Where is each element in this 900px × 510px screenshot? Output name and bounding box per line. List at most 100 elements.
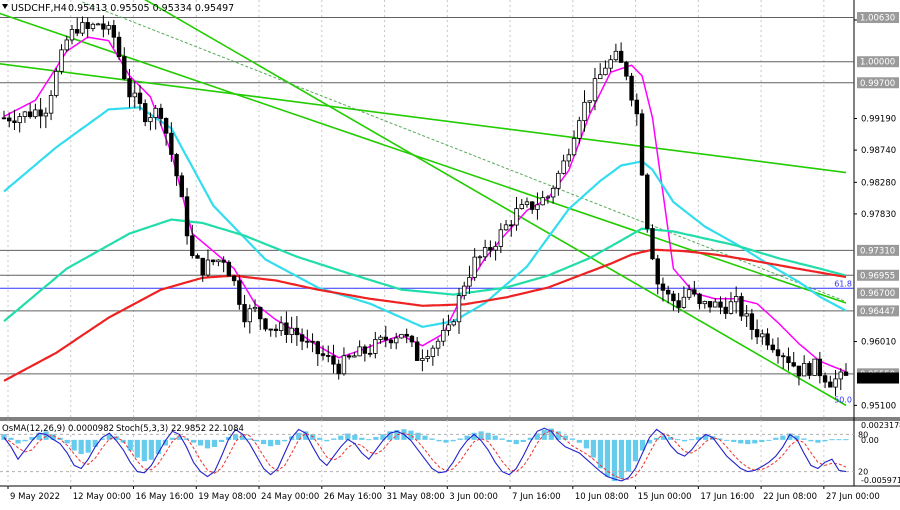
osma-bar	[513, 439, 519, 445]
osma-bar	[408, 430, 414, 440]
osma-bar	[204, 439, 211, 449]
stoch-main-line	[3, 427, 847, 482]
price-tick-label: 0.95100	[861, 401, 896, 411]
osma-bar	[218, 439, 225, 442]
osma-bar	[373, 437, 379, 440]
osma-bar	[99, 438, 105, 440]
candle-body	[216, 259, 221, 263]
level-box-label: 0.96700	[860, 289, 895, 299]
level-boxes-layer: 1.00630 1.00000 0.99700 0.97310 0.96955 0.967…	[857, 12, 899, 384]
stoch-axis-label: 20	[858, 468, 868, 477]
candle-body	[796, 365, 802, 377]
candle-body	[237, 280, 242, 305]
osma-bar	[576, 439, 582, 443]
level-box	[857, 77, 899, 89]
candle-body	[179, 175, 185, 198]
osma-bar	[675, 439, 681, 441]
candle-body	[477, 256, 483, 259]
candle-body	[169, 132, 174, 155]
osma-bar	[794, 435, 800, 440]
candle-body	[535, 204, 540, 210]
candle-body	[90, 23, 96, 29]
osma-bar	[611, 439, 618, 482]
candle-body	[671, 293, 676, 302]
collapse-triangle-icon[interactable]	[2, 4, 8, 9]
candle-body	[425, 356, 430, 359]
osma-bar	[345, 433, 351, 440]
candle-body	[252, 306, 258, 310]
osma-bar	[380, 434, 386, 440]
osma-bar	[450, 439, 456, 442]
candle-body	[456, 295, 462, 323]
candle-body	[414, 341, 420, 361]
candle-body	[38, 109, 43, 117]
osma-bar	[618, 439, 625, 479]
level-box-label: 1.00000	[860, 58, 895, 68]
time-tick-label: 15 Jun 00:00	[638, 492, 692, 502]
osma-bar	[15, 439, 21, 444]
osma-bar	[92, 439, 98, 447]
osma-bar	[352, 434, 358, 440]
candle-body	[59, 49, 64, 72]
candle-body	[807, 363, 812, 376]
candle-body	[676, 300, 681, 308]
osma-bar	[190, 439, 197, 443]
osma-bar	[394, 429, 400, 440]
candle-body	[650, 228, 655, 260]
osma-bar	[261, 439, 267, 445]
candle-body	[718, 301, 723, 308]
candle-body	[509, 224, 514, 227]
fib-labels-layer: 61.8 50.0	[834, 279, 852, 404]
osma-bar	[822, 439, 828, 442]
symbol-header: USDCHF,H4 0.95413 0.95505 0.95334 0.9549…	[2, 3, 234, 14]
osma-bar	[415, 432, 421, 440]
candle-body	[519, 204, 524, 209]
time-tick-label: 19 May 08:00	[198, 492, 256, 502]
candle-body	[64, 39, 69, 51]
osma-bar	[815, 439, 821, 443]
level-box	[857, 12, 899, 24]
candle-body	[744, 313, 749, 317]
osma-bar	[275, 439, 281, 445]
osma-bar	[639, 439, 646, 451]
osma-bar	[471, 432, 477, 440]
osma-bar	[254, 439, 260, 442]
osma-bar	[667, 437, 674, 440]
price-tick-label: 0.98740	[861, 146, 896, 156]
candle-body	[95, 23, 101, 26]
candle-body	[278, 322, 284, 331]
candle-body	[833, 378, 838, 388]
osma-bar	[653, 437, 660, 440]
osma-bar	[387, 431, 393, 440]
candle-body	[305, 340, 310, 343]
candle-body	[1, 117, 7, 120]
candle-body	[101, 23, 106, 30]
osma-bar	[457, 438, 463, 440]
candle-body	[106, 25, 111, 30]
osma-bar	[120, 439, 126, 443]
osma-bar	[625, 439, 632, 472]
trend-line	[144, 0, 847, 407]
fib-label: 50.0	[834, 396, 852, 405]
candle-body	[697, 293, 702, 305]
osma-bar	[780, 435, 786, 440]
candle-body	[190, 235, 195, 257]
candle-body	[817, 358, 823, 377]
candle-body	[258, 306, 263, 320]
candle-body	[702, 301, 707, 305]
candle-body	[127, 78, 132, 98]
time-tick-label: 31 May 08:00	[387, 492, 445, 502]
candle-body	[263, 318, 268, 330]
candle-body	[409, 335, 415, 343]
candle-body	[80, 22, 85, 34]
level-box	[857, 287, 899, 299]
candle-body	[441, 330, 446, 342]
osma-bar	[429, 438, 435, 440]
osma-bar	[127, 439, 133, 451]
candle-body	[420, 358, 425, 361]
osma-bar	[169, 437, 175, 440]
candle-body	[514, 208, 519, 226]
candle-body	[843, 371, 849, 376]
candle-body	[54, 70, 59, 96]
